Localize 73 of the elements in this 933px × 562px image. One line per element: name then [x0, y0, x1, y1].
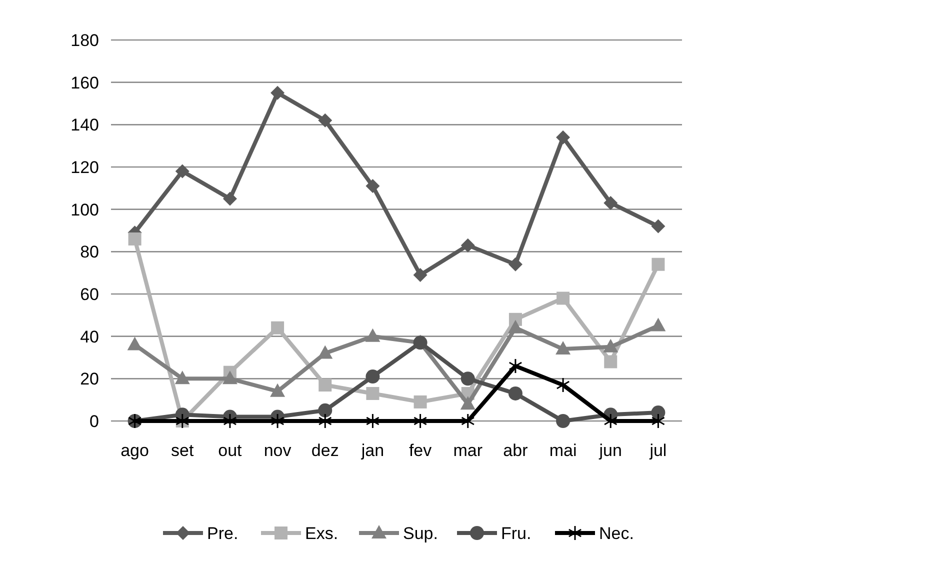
- point: [508, 358, 522, 374]
- point: [508, 257, 522, 272]
- point: [222, 192, 237, 206]
- point: [413, 413, 428, 429]
- point: [271, 321, 284, 334]
- point: [318, 378, 332, 392]
- point: [318, 113, 332, 128]
- x-tick-label: jan: [360, 440, 384, 460]
- legend-label: Exs.: [305, 524, 338, 543]
- point: [270, 383, 286, 397]
- point: [651, 413, 666, 429]
- y-tick-label: 20: [80, 370, 99, 389]
- point: [366, 386, 380, 400]
- point: [414, 395, 427, 408]
- point: [366, 413, 380, 429]
- x-tick-label: fev: [408, 440, 432, 460]
- x-tick-label: abr: [503, 440, 528, 460]
- point: [318, 403, 332, 418]
- point: [556, 377, 570, 393]
- point: [222, 370, 238, 384]
- point: [652, 258, 665, 271]
- point: [223, 413, 237, 429]
- x-tick-label: mar: [453, 440, 483, 460]
- point: [318, 413, 332, 429]
- point: [556, 341, 571, 355]
- y-tick-label: 0: [90, 412, 99, 431]
- y-tick-label: 180: [70, 30, 99, 50]
- point: [556, 414, 570, 428]
- y-tick-label: 100: [70, 200, 99, 220]
- x-tick-label: nov: [264, 440, 292, 460]
- point: [508, 386, 522, 400]
- legend-label: Fru.: [501, 524, 532, 543]
- y-tick-label: 140: [70, 116, 99, 135]
- point: [175, 164, 190, 178]
- legend-label: Nec.: [599, 524, 634, 543]
- x-tick-label: set: [171, 440, 194, 460]
- point: [604, 196, 618, 210]
- point: [604, 355, 618, 368]
- x-tick-label: jul: [648, 440, 667, 460]
- point: [460, 238, 475, 252]
- point: [556, 130, 570, 144]
- point: [366, 370, 380, 384]
- legend-label: Pre.: [207, 524, 238, 543]
- point: [604, 413, 618, 429]
- point: [650, 318, 666, 332]
- point: [270, 86, 285, 100]
- point: [174, 370, 190, 384]
- y-tick-label: 40: [80, 327, 99, 346]
- x-tick-label: jun: [598, 440, 622, 460]
- point: [128, 232, 142, 246]
- point: [508, 320, 523, 334]
- point: [461, 413, 475, 429]
- point: [460, 372, 475, 386]
- point: [270, 413, 284, 429]
- y-tick-label: 160: [70, 73, 99, 92]
- x-tick-label: out: [218, 440, 242, 460]
- point: [603, 338, 618, 352]
- y-tick-label: 60: [80, 284, 99, 304]
- point: [651, 406, 666, 420]
- x-tick-label: ago: [120, 440, 149, 460]
- point: [318, 345, 333, 359]
- point: [366, 179, 380, 194]
- point: [651, 219, 666, 234]
- point: [556, 292, 570, 305]
- legend-label: Sup.: [403, 524, 438, 543]
- y-tick-label: 120: [70, 158, 99, 177]
- y-tick-label: 80: [80, 242, 99, 262]
- point: [365, 328, 380, 342]
- x-tick-label: dez: [311, 440, 339, 460]
- point: [460, 396, 476, 410]
- x-tick-label: mai: [549, 440, 577, 460]
- point: [413, 268, 428, 282]
- point: [127, 336, 142, 350]
